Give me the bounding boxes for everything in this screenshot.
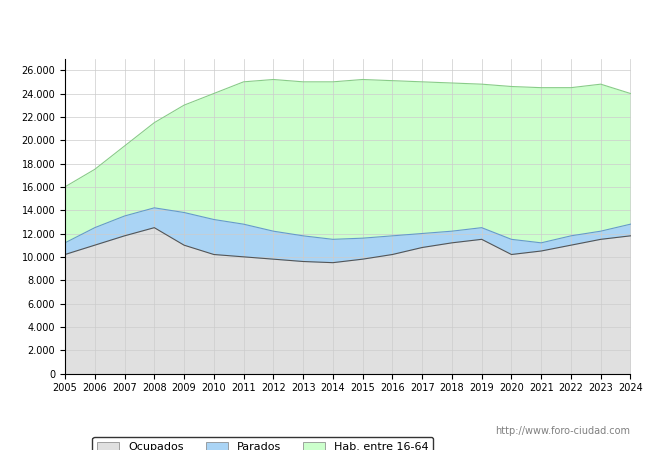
Text: http://www.foro-ciudad.com: http://www.foro-ciudad.com	[495, 427, 630, 436]
Text: Azuqueca de Henares - Evolucion de la poblacion en edad de Trabajar Septiembre d: Azuqueca de Henares - Evolucion de la po…	[25, 21, 625, 33]
Legend: Ocupados, Parados, Hab. entre 16-64: Ocupados, Parados, Hab. entre 16-64	[92, 437, 434, 450]
